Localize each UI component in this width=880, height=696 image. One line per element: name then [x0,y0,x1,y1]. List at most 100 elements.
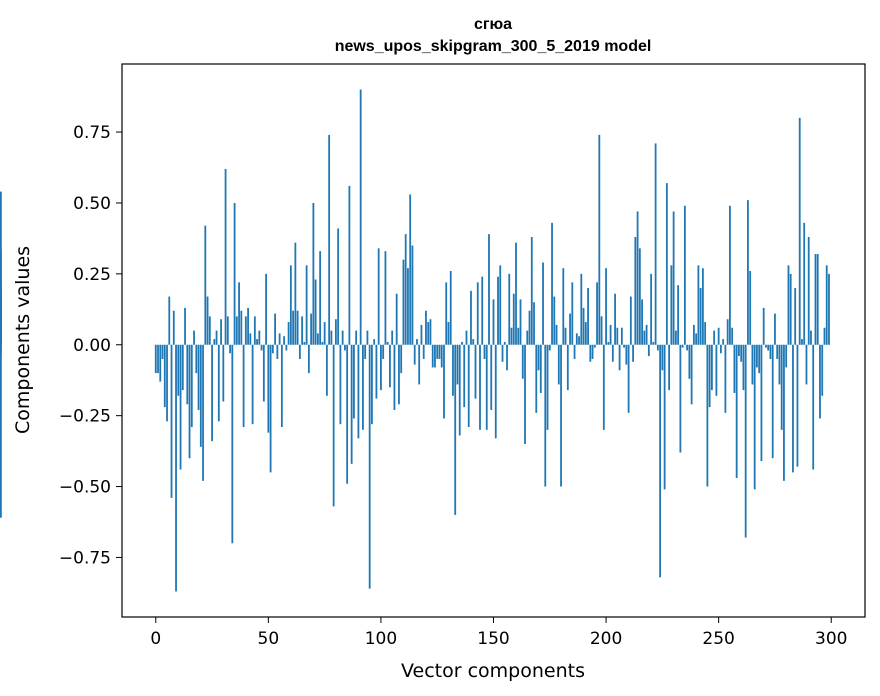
bar-173 [544,344,547,487]
bar-226 [663,344,666,490]
bar-38 [240,310,243,345]
bar-132 [452,344,454,396]
bar-218 [645,324,648,345]
bar-171 [539,344,542,393]
bar-71 [314,279,317,345]
bar-31 [224,168,227,345]
bar-166 [528,310,531,345]
bar-254 [726,319,729,345]
bar-15 [188,344,191,459]
bar-137 [463,344,466,408]
bar-259 [738,344,740,357]
bar-185 [571,282,574,345]
bar-112 [407,268,409,345]
bar-7 [170,344,173,498]
bar-91 [359,89,362,345]
bar-238 [690,344,693,405]
bar-138 [465,330,468,345]
bar-43 [251,344,254,425]
bar-87 [350,344,353,464]
bar-49 [265,273,267,345]
bar-35 [233,202,236,345]
bar-6 [168,296,171,345]
bars-group [0,89,830,592]
bar-88 [353,344,355,419]
bar-193 [589,344,592,362]
y-axis-ticks: −0.75 −0.50 −0.25 0.00 0.25 0.50 0.75 [59,123,122,568]
bar-201 [607,341,610,345]
bar-217 [643,330,646,345]
bar-110 [402,259,405,345]
bar-50 [267,344,270,433]
bar-299 [828,273,830,345]
bar-107 [395,293,398,345]
bar-55 [278,333,281,345]
bar-95 [368,344,371,589]
bar-290 [807,236,810,345]
bar-16 [190,344,193,427]
bar-19 [197,344,200,410]
bar-86 [348,185,351,345]
bar-101 [382,344,385,359]
bar-39 [242,344,245,427]
bar-258 [735,344,738,479]
bar-198 [600,316,603,345]
bar-108 [398,344,400,405]
bar-199 [602,344,605,430]
bar-207 [620,327,623,345]
bar-80 [334,319,337,345]
bar-82 [339,344,342,425]
bar-274 [771,344,774,459]
bar-22 [204,225,207,345]
bar-240 [695,333,698,345]
bar-165 [526,330,529,345]
y-tick-label: 0.50 [73,194,111,214]
bar-287 [801,339,803,345]
bar-279 [783,344,785,481]
bar-278 [780,344,783,430]
bar-58 [285,344,288,351]
bar-288 [803,222,806,345]
bar-153 [499,265,502,345]
bar-292 [812,344,815,470]
bar-119 [422,344,425,359]
bar-175 [548,344,551,351]
bar-45 [256,339,258,345]
bar-undefined [0,282,2,345]
bar-150 [492,299,495,345]
bar-127 [440,344,443,368]
bar-298 [825,265,828,345]
bar-205 [616,327,619,345]
x-tick-label: 100 [365,629,397,649]
bar-230 [672,211,675,345]
bar-8 [172,310,175,345]
bar-223 [656,344,659,351]
bar-212 [632,344,634,362]
bar-220 [650,273,653,345]
bar-25 [211,344,213,442]
bar-252 [722,339,725,345]
bar-160 [515,242,517,345]
bar-128 [443,344,445,419]
bar-90 [357,344,360,439]
bar-100 [380,344,382,391]
bar-102 [384,251,387,345]
bar-275 [774,313,776,345]
bar-96 [371,344,373,425]
bar-32 [226,316,229,345]
bar-216 [641,299,643,345]
bar-48 [262,344,265,402]
bar-133 [454,344,457,515]
bar-235 [683,205,686,345]
bar-283 [792,344,794,473]
bar-81 [337,228,340,345]
bar-114 [411,245,414,345]
bar-209 [625,344,628,365]
bar-210 [627,344,630,413]
bar-159 [512,293,515,345]
bar-67 [305,265,308,345]
bar-26 [213,339,216,345]
bar-245 [706,344,709,487]
bar-164 [524,344,526,445]
bar-69 [310,313,313,345]
